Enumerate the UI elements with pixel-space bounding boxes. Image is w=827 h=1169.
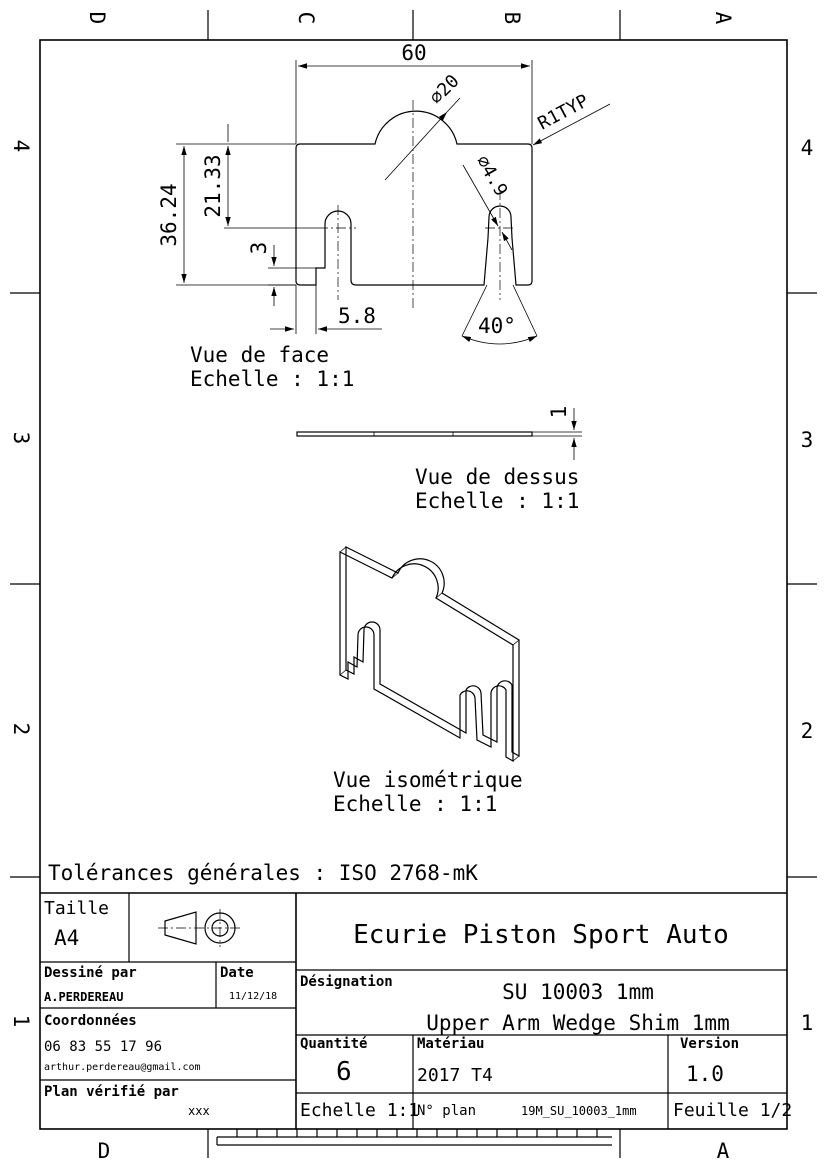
dim-diameter-20: ∅20 <box>426 71 464 109</box>
top-view: 1 Vue de dessus Echelle : 1:1 <box>296 406 582 513</box>
size-label: Taille <box>44 898 109 919</box>
contact-label: Coordonnées <box>44 1013 137 1029</box>
dim-slot-offset: 5.8 <box>338 304 376 328</box>
front-view: 60 ∅20 R1TYP 36.24 21.33 3 5.8 ∅4.9 <box>157 41 611 391</box>
first-angle-projection-icon <box>158 909 240 947</box>
top-view-title: Vue de dessus <box>415 465 579 489</box>
company-name: Ecurie Piston Sport Auto <box>353 920 729 950</box>
drawn-by-label: Dessiné par <box>44 965 137 981</box>
version-label: Version <box>680 1036 739 1052</box>
zone-label-top-a: A <box>711 12 735 25</box>
title-block: Taille A4 Ecurie Piston Sport Auto Dessi… <box>40 892 792 1129</box>
zone-label-bottom-d: D <box>98 1139 111 1163</box>
contact-email: arthur.perdereau@gmail.com <box>44 1062 201 1073</box>
plan-number-label: N° plan <box>417 1103 476 1119</box>
designation-label: Désignation <box>300 974 393 990</box>
iso-view-scale: Echelle : 1:1 <box>333 792 497 816</box>
size-value: A4 <box>54 926 79 950</box>
zone-label-top-b: B <box>500 12 524 25</box>
dim-height-partial: 21.33 <box>201 154 225 217</box>
dim-height-total: 36.24 <box>157 183 181 246</box>
designation-line1: SU 10003 1mm <box>502 980 654 1004</box>
top-view-outline <box>296 431 533 437</box>
front-view-outline <box>295 110 533 286</box>
dim-corner-radius: R1TYP <box>534 90 592 134</box>
iso-back-face <box>345 546 520 758</box>
sheet-frame: D C B A D A 4 3 2 1 4 3 2 1 <box>9 10 817 1163</box>
designation-line2: Upper Arm Wedge Shim 1mm <box>426 1011 729 1035</box>
zone-label-left-1: 1 <box>9 1015 33 1028</box>
drawn-by-value: A.PERDEREAU <box>44 990 123 1004</box>
zone-label-right-4: 4 <box>801 136 814 160</box>
zone-label-bottom-a: A <box>717 1139 730 1163</box>
top-view-scale: Echelle : 1:1 <box>415 489 579 513</box>
front-view-title: Vue de face <box>190 343 329 367</box>
front-view-scale: Echelle : 1:1 <box>190 367 354 391</box>
general-tolerances: Tolérances générales : ISO 2768-mK <box>48 861 478 885</box>
isometric-view: Vue isométrique Echelle : 1:1 <box>333 546 523 816</box>
version-value: 1.0 <box>686 1062 724 1086</box>
iso-front-face <box>339 551 514 763</box>
zone-label-left-4: 4 <box>9 140 33 153</box>
quantity-value: 6 <box>336 1057 352 1087</box>
sheet-number: Feuille 1/2 <box>673 1100 792 1121</box>
scale-bar <box>216 1129 612 1146</box>
date-value: 11/12/18 <box>229 991 277 1002</box>
dim-angle: 40° <box>478 314 516 338</box>
checked-by-label: Plan vérifié par <box>44 1084 179 1100</box>
zone-label-right-2: 2 <box>801 719 814 743</box>
border-rectangle <box>39 39 788 1130</box>
zone-label-left-2: 2 <box>9 723 33 736</box>
sheet-scale: Echelle 1:1 <box>300 1100 419 1121</box>
dim-hole-diameter: ∅4.9 <box>472 152 512 200</box>
contact-phone: 06 83 55 17 96 <box>44 1039 162 1055</box>
zone-label-left-3: 3 <box>9 432 33 445</box>
zone-label-top-d: D <box>85 12 109 25</box>
zone-label-right-1: 1 <box>801 1011 814 1035</box>
plan-number-value: 19M_SU_10003_1mm <box>521 1104 637 1118</box>
checked-by-value: xxx <box>188 1104 210 1118</box>
material-label: Matériau <box>417 1036 484 1052</box>
dim-slot-width: 3 <box>247 242 271 255</box>
zone-label-right-3: 3 <box>801 428 814 452</box>
dim-thickness: 1 <box>547 406 571 419</box>
date-label: Date <box>220 965 254 981</box>
quantity-label: Quantité <box>300 1036 367 1052</box>
zone-label-top-c: C <box>294 12 318 25</box>
iso-view-title: Vue isométrique <box>333 768 523 792</box>
dim-width: 60 <box>401 41 426 65</box>
material-value: 2017 T4 <box>417 1065 493 1086</box>
